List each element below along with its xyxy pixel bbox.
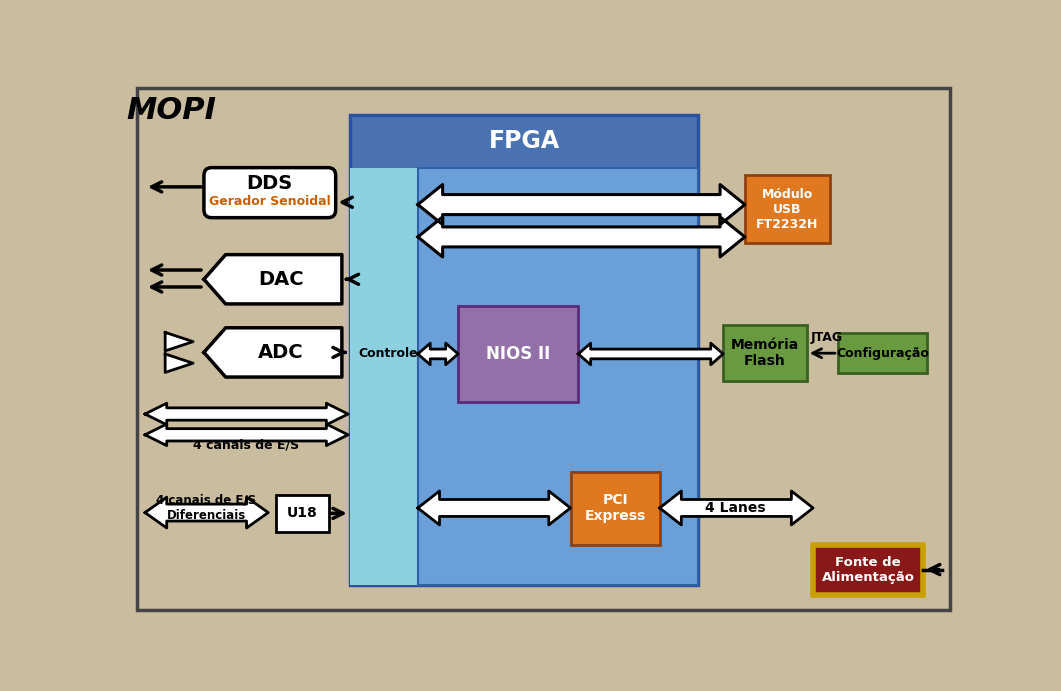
Text: MOPI: MOPI xyxy=(126,96,216,125)
Text: 4 canais de E/S
Diferenciais: 4 canais de E/S Diferenciais xyxy=(156,494,257,522)
Text: DDS: DDS xyxy=(246,173,293,193)
Polygon shape xyxy=(145,404,348,425)
Polygon shape xyxy=(204,328,342,377)
Polygon shape xyxy=(418,343,458,365)
Polygon shape xyxy=(166,354,193,372)
Bar xyxy=(745,176,830,243)
Text: ADC: ADC xyxy=(258,343,303,362)
Text: JTAG: JTAG xyxy=(811,330,842,343)
Text: Módulo
USB
FT2232H: Módulo USB FT2232H xyxy=(756,188,819,231)
Bar xyxy=(350,115,698,585)
Polygon shape xyxy=(578,343,724,365)
Polygon shape xyxy=(166,332,193,351)
Polygon shape xyxy=(418,491,571,525)
Text: PCI
Express: PCI Express xyxy=(585,493,646,524)
Text: Configuração: Configuração xyxy=(836,347,928,360)
Bar xyxy=(276,495,329,532)
Polygon shape xyxy=(418,217,745,257)
Text: FPGA: FPGA xyxy=(488,129,559,153)
Text: DAC: DAC xyxy=(258,269,303,289)
Text: 4 canais de E/S: 4 canais de E/S xyxy=(193,438,299,451)
Bar xyxy=(838,333,927,373)
Polygon shape xyxy=(145,424,348,446)
Text: Gerador Senoidal: Gerador Senoidal xyxy=(209,195,331,208)
Polygon shape xyxy=(204,254,342,304)
Text: 4 Lanes: 4 Lanes xyxy=(706,501,766,515)
Polygon shape xyxy=(418,184,745,225)
Polygon shape xyxy=(145,498,268,528)
Bar xyxy=(458,306,578,402)
FancyBboxPatch shape xyxy=(204,168,335,218)
Bar xyxy=(813,545,923,595)
Text: Controle: Controle xyxy=(359,348,418,361)
Polygon shape xyxy=(660,491,813,525)
Bar xyxy=(350,168,418,585)
Bar xyxy=(571,472,660,545)
Bar xyxy=(418,168,698,585)
Text: U18: U18 xyxy=(286,507,317,520)
Text: Fonte de
Alimentação: Fonte de Alimentação xyxy=(821,556,915,584)
Text: Memória
Flash: Memória Flash xyxy=(731,338,799,368)
Bar xyxy=(724,325,806,381)
Text: NIOS II: NIOS II xyxy=(486,346,551,363)
